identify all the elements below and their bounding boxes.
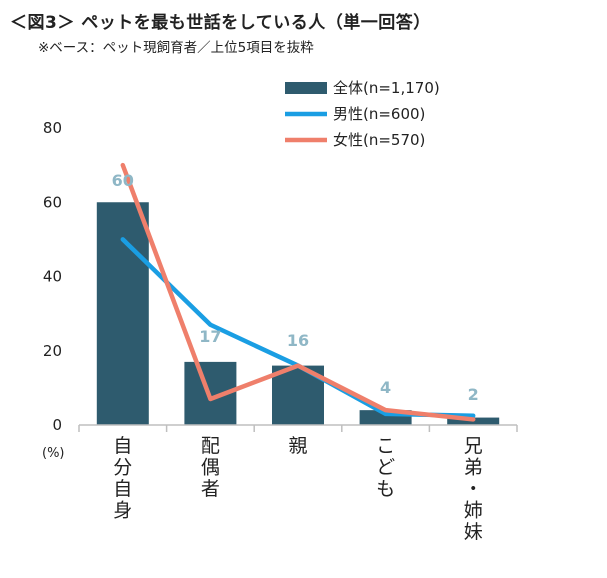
data-labels: 60 17 16 4 2 — [112, 171, 479, 404]
y-axis-unit: (%) — [42, 446, 65, 461]
y-tick-label: 20 — [43, 342, 62, 360]
data-label: 2 — [468, 385, 479, 404]
x-tick-label: 兄弟・姉妹 — [464, 435, 483, 543]
data-label: 60 — [112, 171, 134, 190]
y-tick-label: 60 — [43, 193, 62, 211]
x-tick-label: こども — [376, 435, 395, 500]
chart-title: ＜図3＞ ペットを最も世話をしている人（単一回答） — [10, 13, 431, 33]
legend-label: 男性(n=600) — [333, 105, 425, 123]
chart-subtitle: ※ベース：ペット現飼育者／上位5項目を抜粋 — [38, 40, 314, 56]
data-label: 17 — [199, 327, 221, 346]
bar-series — [96, 202, 500, 425]
y-tick-label: 40 — [43, 268, 62, 286]
x-tick-label: 配偶者 — [201, 435, 220, 500]
series-line — [120, 162, 476, 422]
data-label: 4 — [380, 378, 391, 397]
legend-label: 女性(n=570) — [333, 131, 425, 149]
data-label: 16 — [287, 331, 309, 350]
bar — [96, 202, 149, 425]
line-series — [120, 162, 476, 422]
y-tick-label: 80 — [43, 119, 62, 137]
legend-swatch — [285, 82, 327, 94]
y-axis: 0 20 40 60 80 (%) — [42, 119, 65, 461]
x-tick-label: 親 — [288, 435, 307, 457]
legend-label: 全体(n=1,170) — [333, 79, 440, 97]
x-tick-label: 自分自身 — [113, 435, 132, 522]
y-tick-label: 0 — [52, 416, 62, 434]
x-axis: 自分自身 配偶者 親 こども 兄弟・姉妹 — [78, 424, 518, 543]
legend: 全体(n=1,170) 男性(n=600) 女性(n=570) — [285, 79, 440, 149]
